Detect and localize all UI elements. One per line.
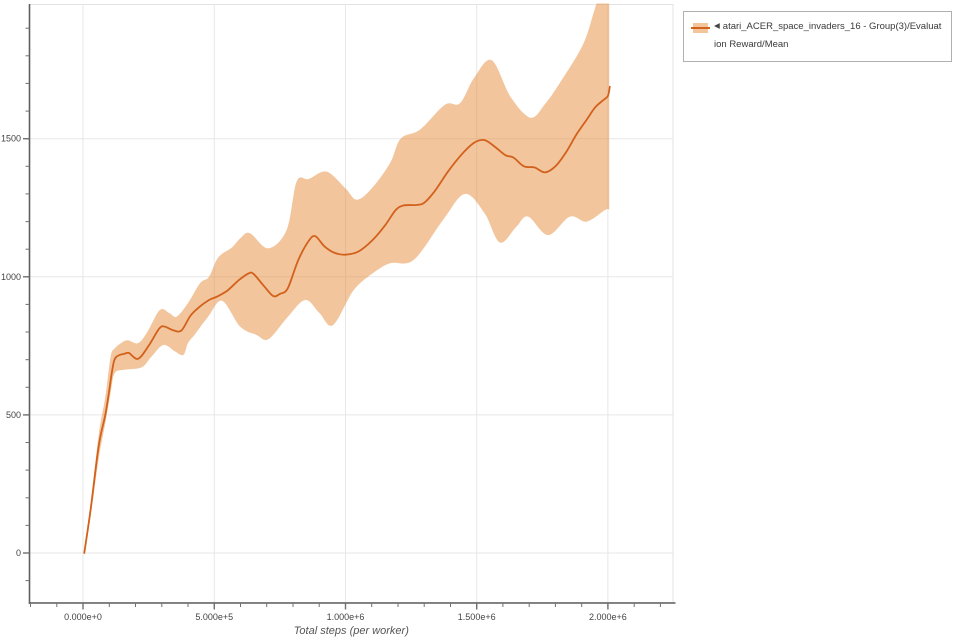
legend-item[interactable]: ◀ atari_ACER_space_invaders_16 - Group(3)… xyxy=(684,12,951,67)
ticks xyxy=(23,27,661,610)
x-axis-title: Total steps (per worker) xyxy=(294,625,409,637)
x-tick-label: 2.000e+6 xyxy=(589,612,627,622)
legend-label: atari_ACER_space_invaders_16 - Group(3)/… xyxy=(714,21,942,50)
y-tick-label: 1000 xyxy=(1,272,21,282)
x-tick-label: 1.500e+6 xyxy=(458,612,496,622)
tick-labels: 0.000e+0 5.000e+5 1.000e+6 1.500e+6 2.000e+6… xyxy=(1,134,627,622)
legend-box: ◀ atari_ACER_space_invaders_16 - Group(3)… xyxy=(683,11,952,62)
series-group xyxy=(83,3,611,554)
mean-line xyxy=(83,85,611,554)
series-pointer-icon: ◀ xyxy=(714,21,720,30)
x-tick-label: 1.000e+6 xyxy=(327,612,365,622)
y-tick-label: 0 xyxy=(16,548,21,558)
line-swatch xyxy=(691,27,710,29)
series-swatch-icon xyxy=(691,23,710,33)
x-tick-label: 5.000e+5 xyxy=(195,612,233,622)
x-tick-label: 0.000e+0 xyxy=(64,612,102,622)
y-tick-label: 500 xyxy=(6,410,21,420)
y-tick-label: 1500 xyxy=(1,134,21,144)
